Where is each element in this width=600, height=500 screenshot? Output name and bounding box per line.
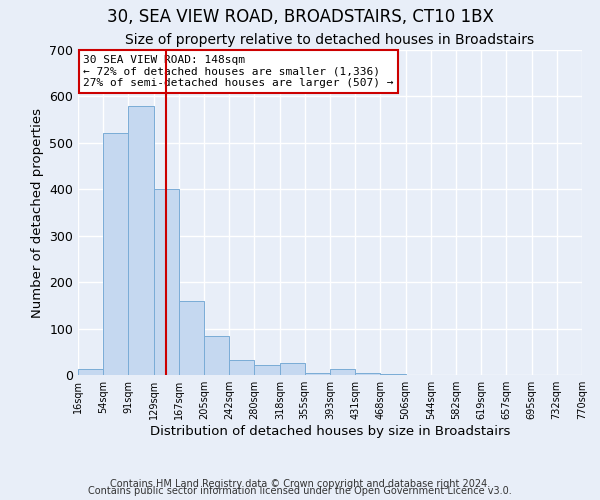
Text: Contains HM Land Registry data © Crown copyright and database right 2024.: Contains HM Land Registry data © Crown c… [110,479,490,489]
Y-axis label: Number of detached properties: Number of detached properties [31,108,44,318]
Title: Size of property relative to detached houses in Broadstairs: Size of property relative to detached ho… [125,34,535,48]
Bar [103,132,128,375]
Text: Contains public sector information licensed under the Open Government Licence v3: Contains public sector information licen… [88,486,512,496]
Bar [380,374,406,375]
Bar [154,190,179,375]
Bar [229,360,254,375]
Bar [305,372,330,375]
Bar [205,336,229,375]
Bar [330,370,355,375]
Bar [254,365,280,375]
Bar [78,370,103,375]
Bar [355,372,380,375]
X-axis label: Distribution of detached houses by size in Broadstairs: Distribution of detached houses by size … [150,425,510,438]
Bar [128,106,154,375]
Text: 30, SEA VIEW ROAD, BROADSTAIRS, CT10 1BX: 30, SEA VIEW ROAD, BROADSTAIRS, CT10 1BX [107,8,493,26]
Bar [179,300,205,375]
Text: 30 SEA VIEW ROAD: 148sqm
← 72% of detached houses are smaller (1,336)
27% of sem: 30 SEA VIEW ROAD: 148sqm ← 72% of detach… [83,55,394,88]
Bar [280,364,305,375]
